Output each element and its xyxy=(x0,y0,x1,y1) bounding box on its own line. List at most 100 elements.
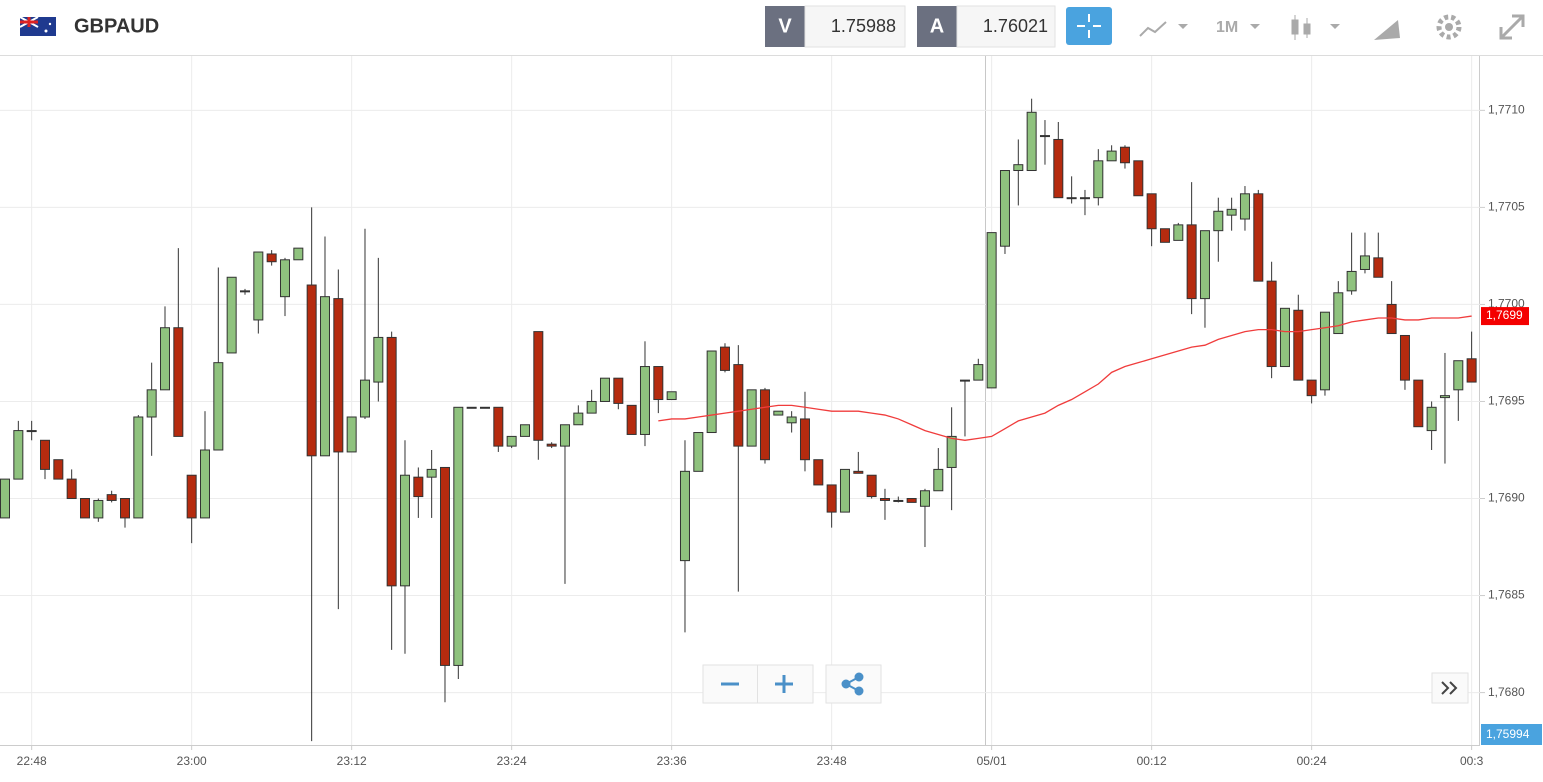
candle-body xyxy=(306,284,317,457)
buy-box[interactable] xyxy=(956,5,1056,48)
candle-body xyxy=(279,259,290,298)
x-tick-label: 00:3 xyxy=(1460,754,1484,768)
candle-body xyxy=(693,432,704,472)
candle-body xyxy=(66,478,77,500)
candle-body xyxy=(866,474,877,498)
draw-icon[interactable] xyxy=(1374,20,1400,40)
zoom-in[interactable] xyxy=(775,675,793,693)
candle-body xyxy=(359,379,370,418)
candle-body xyxy=(533,331,544,441)
x-tick-label: 23:24 xyxy=(497,754,527,768)
scroll-end[interactable] xyxy=(1431,672,1469,704)
y-tick-label: 1,7680 xyxy=(1488,685,1525,699)
candle-body xyxy=(399,474,410,587)
sell-box[interactable] xyxy=(804,5,906,48)
settings-icon[interactable] xyxy=(1436,14,1462,40)
buy-badge[interactable] xyxy=(917,6,957,47)
candle-body xyxy=(879,498,890,501)
y-tick-label: 1,7705 xyxy=(1488,200,1525,214)
sell-badge[interactable] xyxy=(765,6,805,47)
y-tick-label: 1,7710 xyxy=(1488,103,1525,117)
candle-body xyxy=(79,498,90,519)
candle-body xyxy=(1293,309,1304,381)
share-icon xyxy=(841,672,864,696)
candle-body xyxy=(293,247,304,261)
candle-body xyxy=(639,366,650,435)
candle-body xyxy=(813,459,824,486)
candle-body xyxy=(1093,160,1104,199)
moving-average xyxy=(658,315,1472,441)
interval[interactable]: 1M xyxy=(1216,19,1238,36)
y-tick-label: 1,7690 xyxy=(1488,491,1525,505)
candle-body xyxy=(626,404,637,435)
candle-body xyxy=(1186,224,1197,300)
candle-body xyxy=(413,476,424,498)
candle-body xyxy=(226,276,237,354)
fullscreen-icon[interactable] xyxy=(1499,14,1525,40)
y-tick-label: 1,7695 xyxy=(1488,394,1525,408)
candle-body xyxy=(1066,197,1077,200)
crosshair-button[interactable] xyxy=(1066,7,1112,45)
candle-icon[interactable] xyxy=(1291,15,1340,40)
candle-body xyxy=(573,412,584,426)
candle-body xyxy=(1399,334,1410,381)
y-tick-label: 1,7685 xyxy=(1488,588,1525,602)
candle-body xyxy=(1373,257,1384,278)
candle-body xyxy=(759,389,770,461)
candle-body xyxy=(53,459,64,480)
candle-body xyxy=(1213,210,1224,232)
candle-body xyxy=(719,346,730,371)
candle-body xyxy=(853,470,864,474)
candle-body xyxy=(1039,135,1050,138)
candle-body xyxy=(906,498,917,503)
crosshair-icon xyxy=(1077,14,1101,38)
candle-body xyxy=(386,336,397,587)
candle-body xyxy=(1266,280,1277,368)
plot: 1,76801,76851,76901,76951,77001,77051,77… xyxy=(0,56,1525,768)
candle-body xyxy=(439,466,450,666)
candle-body xyxy=(1173,224,1184,241)
cursor-tag-box xyxy=(1481,724,1542,745)
candle-body xyxy=(173,327,184,437)
x-tick-label: 23:00 xyxy=(177,754,207,768)
candle-body xyxy=(253,251,264,321)
candle-body xyxy=(93,499,104,519)
candle-body xyxy=(1133,160,1144,197)
candle-body xyxy=(506,435,517,447)
candle-body xyxy=(26,430,37,433)
candle-body xyxy=(986,232,997,389)
candle-body xyxy=(559,424,570,447)
candle-body xyxy=(1413,379,1424,428)
interval-caret xyxy=(1250,24,1260,29)
candle-body xyxy=(1333,292,1344,335)
candle-body xyxy=(679,470,690,562)
candle-body xyxy=(346,416,357,453)
candle-body xyxy=(1279,307,1290,368)
candle-body xyxy=(1346,270,1357,292)
chart-type-icon[interactable] xyxy=(1139,21,1188,37)
ma-tag: 1,7699 xyxy=(1486,308,1523,322)
candle-body xyxy=(839,468,850,513)
candle-body xyxy=(1119,146,1130,164)
candle-body xyxy=(1226,208,1237,216)
candle-body xyxy=(373,336,384,383)
share-box[interactable] xyxy=(825,664,882,704)
candle-body xyxy=(893,499,904,502)
candle-body xyxy=(1146,193,1157,230)
candle-body xyxy=(973,364,984,381)
x-tick-label: 23:48 xyxy=(817,754,847,768)
candle-body xyxy=(0,478,10,519)
candle-body xyxy=(946,435,957,468)
candle-body xyxy=(133,416,144,519)
x-tick-label: 23:12 xyxy=(337,754,367,768)
buy-price: 1.76021 xyxy=(983,16,1048,36)
candle-body xyxy=(1239,193,1250,220)
candle-body xyxy=(519,424,530,437)
candle-body xyxy=(453,406,464,666)
candle-body xyxy=(199,449,210,519)
candle-body xyxy=(493,406,504,447)
candle-body xyxy=(666,391,677,401)
candle-body xyxy=(546,443,557,447)
